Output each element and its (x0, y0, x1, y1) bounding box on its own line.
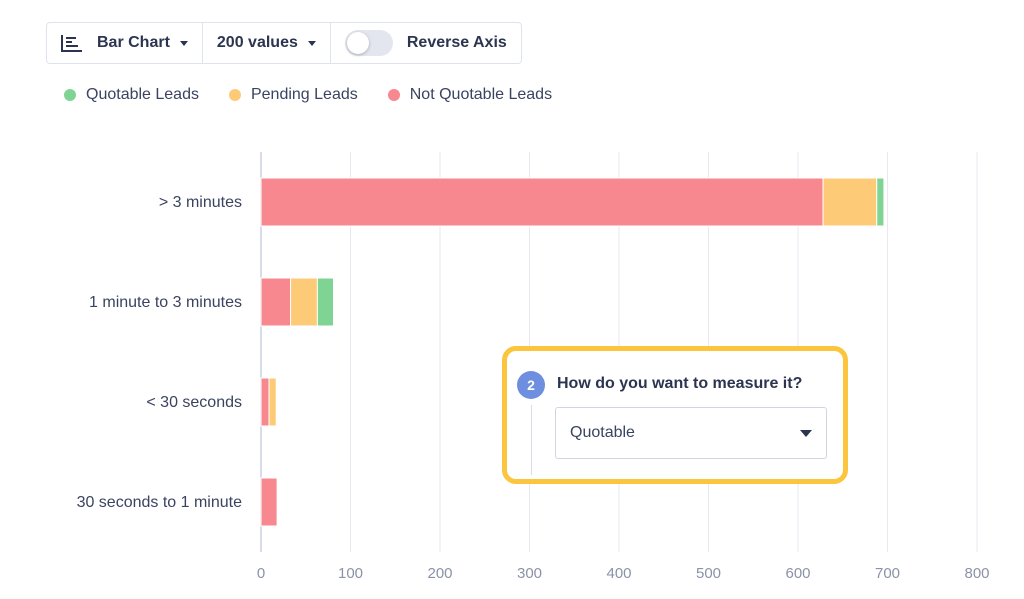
chart-legend: Quotable Leads Pending Leads Not Quotabl… (64, 86, 552, 104)
category-label: 1 minute to 3 minutes (89, 294, 242, 311)
measure-select[interactable]: Quotable (555, 407, 827, 459)
caret-down-icon (800, 429, 812, 437)
bar-segment (260, 477, 278, 527)
legend-label: Quotable Leads (86, 86, 199, 103)
measure-select-value: Quotable (570, 424, 635, 441)
chart-toolbar: Bar Chart 200 values Reverse Axis (46, 22, 522, 64)
reverse-axis-toggle[interactable] (344, 30, 393, 56)
x-tick-label: 200 (427, 565, 452, 582)
bar-segment (260, 377, 270, 427)
bar-segment (290, 277, 318, 327)
x-tick-label: 700 (875, 565, 900, 582)
category-label: > 3 minutes (159, 194, 242, 211)
category-label: < 30 seconds (146, 394, 242, 411)
toggle-knob (346, 32, 369, 54)
measure-callout: 2 How do you want to measure it? Quotabl… (502, 346, 848, 484)
chart-type-label: Bar Chart (97, 34, 170, 51)
measure-question: How do you want to measure it? (557, 375, 803, 392)
legend-item-quotable: Quotable Leads (64, 86, 199, 104)
x-tick-label: 0 (257, 565, 265, 582)
x-tick-label: 600 (785, 565, 810, 582)
step-badge: 2 (517, 371, 545, 399)
legend-item-pending: Pending Leads (228, 86, 358, 104)
reverse-axis-control: Reverse Axis (331, 23, 521, 63)
chevron-down-icon (307, 40, 316, 46)
bar-segment (316, 277, 334, 327)
bar-segment (822, 177, 878, 227)
reverse-axis-label: Reverse Axis (406, 34, 507, 51)
legend-label: Pending Leads (250, 86, 358, 103)
values-count-dropdown[interactable]: 200 values (203, 23, 331, 63)
legend-swatch (64, 89, 76, 101)
x-tick-label: 500 (696, 565, 721, 582)
bar-segment (876, 177, 885, 227)
legend-swatch (228, 89, 241, 101)
x-tick-label: 800 (964, 565, 989, 582)
x-tick-label: 400 (606, 565, 631, 582)
bar-segment (260, 277, 292, 327)
legend-label: Not Quotable Leads (409, 86, 553, 103)
chevron-down-icon (179, 40, 188, 46)
category-label: 30 seconds to 1 minute (77, 494, 243, 511)
x-tick-label: 100 (338, 565, 363, 582)
bar-segment (260, 177, 824, 227)
legend-swatch (387, 89, 400, 101)
step-connector (531, 405, 532, 475)
legend-item-not-quotable: Not Quotable Leads (387, 86, 553, 104)
bar-chart-icon (61, 35, 82, 52)
chart-type-dropdown[interactable]: Bar Chart (47, 23, 203, 63)
values-count-label: 200 values (216, 34, 298, 51)
bar-segment (268, 377, 277, 427)
x-tick-label: 300 (517, 565, 542, 582)
